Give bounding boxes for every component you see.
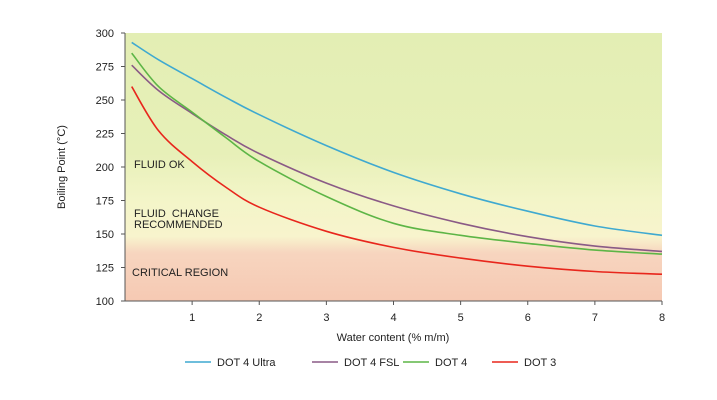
- y-tick-label: 175: [96, 196, 114, 208]
- x-tick-label: 2: [256, 312, 262, 324]
- series-line-dot-4-fsl: [131, 64, 663, 253]
- y-tick-label: 225: [96, 129, 114, 141]
- x-tick-label: 6: [525, 312, 531, 324]
- x-tick-label: 3: [323, 312, 329, 324]
- x-tick-label: 1: [189, 312, 195, 324]
- legend-label-dot-4-ultra: DOT 4 Ultra: [217, 357, 276, 369]
- series-lines: [131, 41, 663, 275]
- plot-background: [125, 33, 662, 301]
- y-tick-label: 250: [96, 95, 114, 107]
- y-tick-label: 275: [96, 62, 114, 74]
- x-axis-ticks: 1 2 3 4 5 6 7 8: [189, 301, 665, 324]
- y-tick-label: 150: [96, 229, 114, 241]
- region-label-change-line-2: RECOMMENDED: [134, 219, 223, 231]
- x-tick-label: 8: [659, 312, 665, 324]
- region-label-critical: CRITICAL REGION: [132, 267, 228, 279]
- x-tick-label: 7: [592, 312, 598, 324]
- y-tick-label: 125: [96, 263, 114, 275]
- series-line-dot-3: [131, 86, 663, 275]
- y-axis-label: Boiling Point (°C): [56, 125, 68, 209]
- legend-label-dot-4: DOT 4: [435, 357, 467, 369]
- x-tick-label: 5: [458, 312, 464, 324]
- y-tick-label: 100: [96, 296, 114, 308]
- region-label-fluid-ok: FLUID OK: [134, 159, 185, 171]
- y-tick-label: 200: [96, 162, 114, 174]
- legend: DOT 4 Ultra DOT 4 FSL DOT 4 DOT 3: [185, 357, 556, 369]
- series-line-dot-4: [131, 52, 663, 255]
- x-tick-label: 4: [390, 312, 396, 324]
- x-axis-label: Water content (% m/m): [337, 332, 450, 344]
- y-tick-label: 300: [96, 28, 114, 40]
- y-axis-ticks: 100 125 150 175 200 225 250 275 300: [96, 28, 125, 308]
- legend-label-dot-4-fsl: DOT 4 FSL: [344, 357, 399, 369]
- legend-label-dot-3: DOT 3: [524, 357, 556, 369]
- series-line-dot-4-ultra: [131, 41, 663, 237]
- region-label-change-line-1: FLUID CHANGE: [134, 208, 219, 220]
